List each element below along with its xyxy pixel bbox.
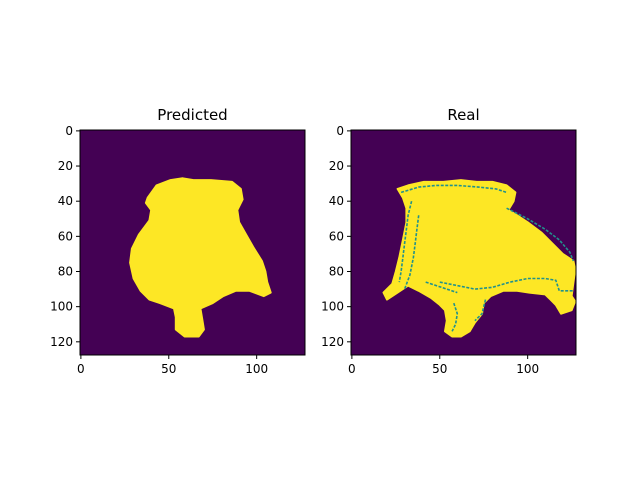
real-xtick-label-1: 50 [432,362,447,376]
real-ytick-label-6: 120 [321,335,344,349]
real-ytick-label-2: 40 [329,194,344,208]
predicted-image [79,129,306,356]
real-mask-region [382,179,577,338]
real-edge-line-7 [425,281,458,294]
real-ytick-label-1: 20 [329,159,344,173]
predicted-xtick-label-2: 100 [245,362,268,376]
real-image [350,129,577,356]
predicted-ytick-label-5: 100 [50,300,73,314]
predicted-ytick-label-3: 60 [58,229,73,243]
real-title: Real [447,106,479,124]
predicted-axes: 0 50 100 0 20 40 60 80 100 120 [50,124,268,376]
real-xtick-label-0: 0 [348,362,356,376]
predicted-axes-frame [79,129,306,356]
real-ytick-label-4: 80 [329,265,344,279]
predicted-ytick-label-6: 120 [50,335,73,349]
predicted-ytick-label-1: 20 [58,159,73,173]
predicted-title: Predicted [157,106,227,124]
real-edge-line-6 [474,299,487,322]
predicted-mask-region [129,177,272,338]
predicted-xtick-label-0: 0 [77,362,85,376]
predicted-ytick-label-2: 40 [58,194,73,208]
predicted-panel: Predicted 0 50 100 0 20 40 60 80 100 120 [50,106,306,376]
real-edge-line-5 [451,302,459,332]
real-ytick-label-3: 60 [329,229,344,243]
real-ytick-label-5: 100 [321,300,344,314]
real-ytick-label-0: 0 [336,124,344,138]
real-axes-frame [350,129,577,356]
real-panel: Real 0 50 100 0 20 40 60 80 100 120 [321,106,577,376]
predicted-ytick-label-4: 80 [58,265,73,279]
predicted-xtick-label-1: 50 [161,362,176,376]
real-axes: 0 50 100 0 20 40 60 80 100 120 [321,124,539,376]
real-edge-line-0 [400,184,507,194]
predicted-ytick-label-0: 0 [65,124,73,138]
real-edge-line-1 [398,201,413,283]
real-edge-line-2 [403,215,420,290]
real-edge-line-3 [506,207,575,262]
real-xtick-label-2: 100 [516,362,539,376]
real-edge-line-4 [439,277,574,292]
